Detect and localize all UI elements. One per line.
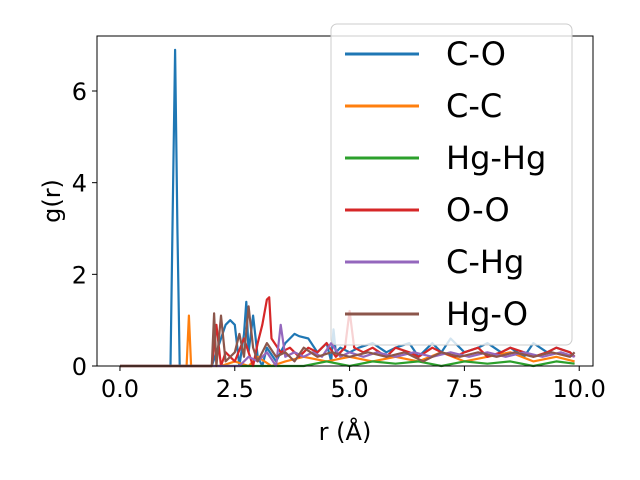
x-axis-label: r (Å) [319,417,372,446]
x-tick-label: 0.0 [101,375,139,403]
y-tick-label: 4 [72,170,87,198]
legend-box [330,23,573,346]
x-axis-ticks: 0.0 2.5 5.0 7.5 10.0 [101,366,606,403]
series-line-hg-o [120,305,576,368]
x-tick-label: 5.0 [331,375,369,403]
x-tick-label: 7.5 [445,375,483,403]
legend-label: C-C [446,87,502,125]
y-tick-label: 6 [72,78,87,106]
legend-label: O-O [446,191,510,229]
y-axis-ticks: 0 2 4 6 [72,78,97,381]
legend-label: Hg-Hg [446,139,546,177]
y-axis-label: g(r) [38,179,66,223]
y-tick-label: 2 [72,261,87,289]
legend-label: C-Hg [446,243,524,281]
legend-label: Hg-O [446,295,528,333]
x-tick-label: 2.5 [216,375,254,403]
y-tick-label: 0 [72,353,87,381]
legend-label: C-O [446,35,506,73]
legend: C-O C-C Hg-Hg O-O C-Hg Hg-O [330,23,573,346]
x-tick-label: 10.0 [553,375,606,403]
